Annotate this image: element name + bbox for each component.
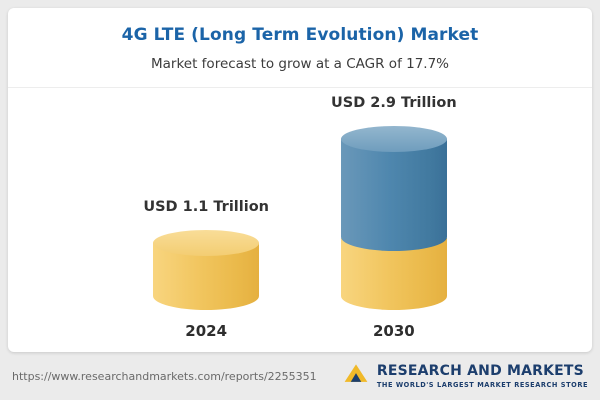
bar-2030-top-segment bbox=[340, 139, 447, 251]
footer: https://www.researchandmarkets.com/repor… bbox=[0, 352, 600, 400]
x-axis-label-2030: 2030 bbox=[372, 322, 415, 340]
bar-column-2030: USD 2.9 Trillion 2030 bbox=[331, 95, 457, 340]
x-axis-label-2024: 2024 bbox=[185, 322, 228, 340]
bar-2024-top-cap bbox=[153, 230, 260, 256]
logo-tagline: THE WORLD'S LARGEST MARKET RESEARCH STOR… bbox=[376, 381, 588, 390]
bar-value-label-2024: USD 1.1 Trillion bbox=[143, 199, 269, 215]
logo-wordmark: RESEARCH AND MARKETS bbox=[376, 362, 584, 379]
logo-text-block: RESEARCH AND MARKETS THE WORLD'S LARGEST… bbox=[377, 363, 588, 390]
bar-cylinder-2030 bbox=[340, 126, 447, 310]
bar-cylinder-2024 bbox=[153, 230, 260, 310]
chart-title: 4G LTE (Long Term Evolution) Market bbox=[121, 25, 479, 45]
bar-column-2024: USD 1.1 Trillion 2024 bbox=[143, 199, 269, 340]
research-and-markets-logo: RESEARCH AND MARKETS THE WORLD'S LARGEST… bbox=[342, 360, 588, 392]
chart-card: 4G LTE (Long Term Evolution) Market Mark… bbox=[8, 8, 592, 352]
chart-subtitle: Market forecast to grow at a CAGR of 17.… bbox=[150, 56, 449, 72]
source-url: https://www.researchandmarkets.com/repor… bbox=[12, 369, 317, 383]
bar-value-label-2030: USD 2.9 Trillion bbox=[331, 95, 457, 111]
bar-2030-top-cap bbox=[340, 126, 447, 152]
chart-header: 4G LTE (Long Term Evolution) Market Mark… bbox=[8, 8, 592, 88]
chart-area: USD 1.1 Trillion 2024 USD 2.9 Trillion 2… bbox=[8, 95, 592, 340]
logo-icon bbox=[342, 360, 370, 392]
